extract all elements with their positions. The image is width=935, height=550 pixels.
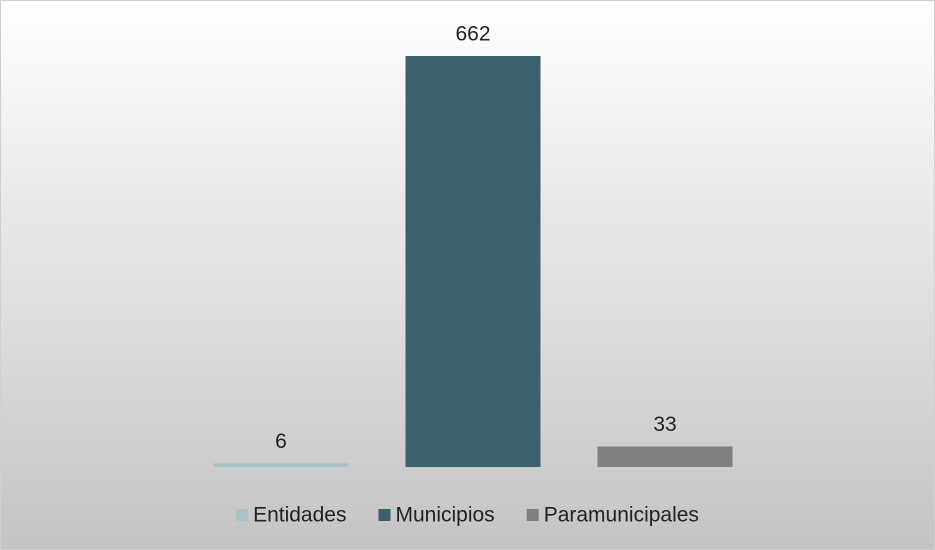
legend-label: Entidades <box>253 504 346 527</box>
legend-swatch <box>526 509 539 521</box>
legend-label: Paramunicipales <box>544 504 699 527</box>
data-label: 6 <box>275 430 287 453</box>
legend-label: Municipios <box>395 504 494 527</box>
bar <box>597 446 733 467</box>
legend-swatch <box>236 509 249 521</box>
data-label: 662 <box>455 23 490 46</box>
data-label: 33 <box>653 413 676 436</box>
bar <box>405 56 541 467</box>
legend-swatch <box>378 509 391 521</box>
bar <box>213 463 349 467</box>
legend: Entidades Municipios Paramunicipales <box>236 504 699 527</box>
